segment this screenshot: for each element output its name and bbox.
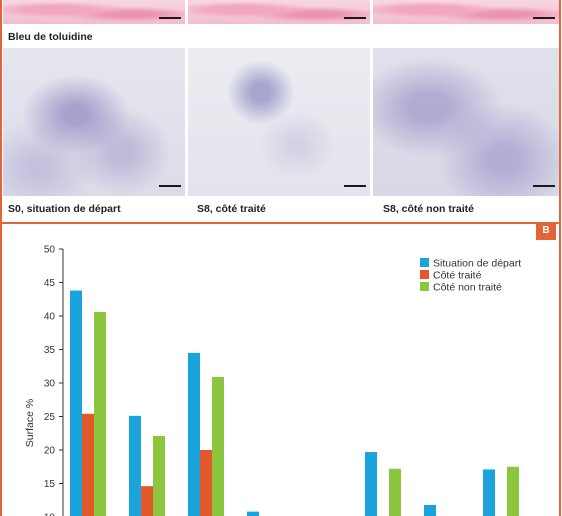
bar-3-2: [153, 435, 165, 516]
y-tick-label-35: 35: [44, 345, 56, 356]
bar-1-7: [424, 504, 436, 516]
bar-2-3: [200, 450, 212, 516]
tb-micrograph-s8-treated: [188, 48, 370, 196]
y-tick-label-25: 25: [44, 412, 56, 423]
scale-bar: [344, 185, 366, 187]
bar-1-4: [247, 511, 259, 516]
bar-2-2: [141, 486, 153, 516]
tb-micrograph-s0: [3, 48, 185, 196]
y-axis-label: Surface %: [24, 399, 36, 447]
bar-3-6: [389, 468, 401, 516]
he-micrograph-s8-untreated: [373, 0, 559, 24]
bar-1-3: [188, 352, 200, 516]
y-tick-label-10: 10: [44, 513, 56, 516]
y-tick-label-20: 20: [44, 446, 56, 457]
panel-b-badge: B: [536, 222, 556, 240]
y-tick-label-50: 50: [44, 245, 56, 256]
y-tick-label-30: 30: [44, 379, 56, 390]
he-micrograph-s8-treated: [188, 0, 370, 24]
stain-label: Bleu de toluidine: [8, 31, 93, 43]
legend-swatch-3: [420, 282, 429, 291]
legend-swatch-2: [420, 270, 429, 279]
bar-1-2: [129, 415, 141, 516]
y-tick-label-40: 40: [44, 312, 56, 323]
scale-bar: [533, 17, 555, 19]
caption-s8-treated: S8, côté traité: [197, 203, 266, 215]
legend-label-3: Côté non traité: [433, 282, 502, 294]
caption-s8-untreated: S8, côté non traité: [383, 203, 475, 215]
panel-divider: [0, 222, 561, 224]
frame-left-border: [0, 0, 2, 516]
tb-micrograph-s8-untreated: [373, 48, 559, 196]
bar-1-1: [70, 290, 82, 516]
legend-swatch-1: [420, 258, 429, 267]
bar-1-8: [483, 469, 495, 516]
y-tick-label-15: 15: [44, 479, 56, 490]
caption-s0: S0, situation de départ: [8, 203, 121, 215]
scale-bar: [159, 17, 181, 19]
bar-3-1: [94, 311, 106, 516]
legend-label-1: Situation de départ: [433, 258, 521, 270]
scale-bar: [344, 17, 366, 19]
scale-bar: [533, 185, 555, 187]
bar-3-3: [212, 376, 224, 516]
legend-label-2: Côté traité: [433, 270, 482, 282]
bar-3-8: [507, 466, 519, 516]
frame-right-border: [559, 0, 561, 516]
bar-2-1: [82, 413, 94, 516]
chart-bars: [70, 290, 519, 516]
chart-axes: 10 15 20 25 30 35 40 45 50 Surface %: [24, 245, 64, 516]
bar-1-6: [365, 452, 377, 516]
y-tick-label-45: 45: [44, 278, 56, 289]
scale-bar: [159, 185, 181, 187]
he-micrograph-s0: [3, 0, 185, 24]
